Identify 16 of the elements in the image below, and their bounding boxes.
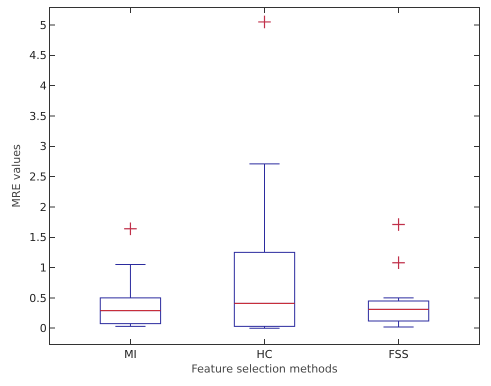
- y-tick-label: 0.5: [29, 292, 47, 305]
- y-tick-label: 0: [40, 322, 47, 336]
- y-tick-label: 3: [40, 140, 47, 154]
- y-tick-label: 2: [40, 200, 47, 214]
- y-tick-label: 2.5: [29, 170, 47, 184]
- y-tick-label: 1: [40, 261, 47, 274]
- y-tick-label: 5: [40, 18, 47, 32]
- x-tick-label: HC: [256, 348, 273, 362]
- x-tick-label: FSS: [388, 348, 409, 362]
- x-axis-title: Feature selection methods: [191, 362, 338, 376]
- y-axis-title: MRE values: [10, 144, 23, 208]
- y-tick-label: 1.5: [29, 231, 47, 244]
- x-tick-label: MI: [124, 348, 137, 362]
- y-tick-label: 3.5: [29, 110, 47, 123]
- y-tick-label: 4.5: [29, 49, 47, 62]
- y-tick-label: 4: [40, 79, 47, 92]
